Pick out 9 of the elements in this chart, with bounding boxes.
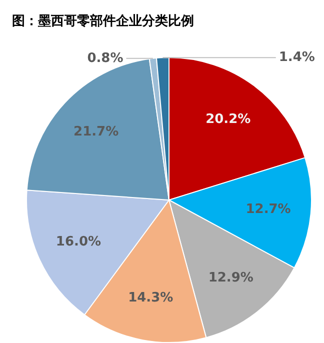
chart-title: 图：墨西哥零部件企业分类比例 (12, 12, 194, 30)
data-label: 21.7% (74, 124, 119, 140)
data-label: 12.7% (246, 202, 291, 218)
data-label: 1.4% (278, 50, 315, 66)
data-label: 0.8% (87, 50, 124, 66)
data-label: 14.3% (128, 290, 174, 306)
data-label: 20.2% (206, 112, 251, 128)
data-label: 16.0% (56, 234, 102, 250)
data-label: 12.9% (208, 270, 254, 286)
